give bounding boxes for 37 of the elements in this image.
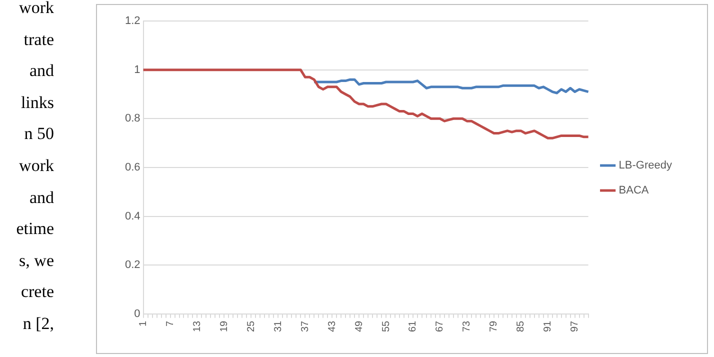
legend-label: LB-Greedy xyxy=(618,160,672,172)
x-tick-label: 31 xyxy=(272,320,284,332)
y-tick-label: 0.2 xyxy=(124,259,140,272)
x-tick-label: 19 xyxy=(218,320,230,332)
x-tick-label: 37 xyxy=(300,320,311,332)
x-tick-label: 79 xyxy=(488,320,500,332)
text: links xyxy=(20,92,54,114)
text: n 50 xyxy=(23,123,54,146)
y-tick-label: 0.6 xyxy=(124,161,140,174)
x-tick-label: 49 xyxy=(354,320,365,332)
text: work xyxy=(18,154,54,177)
y-tick-label: 1.2 xyxy=(124,15,140,28)
text: crete xyxy=(20,281,54,304)
x-tick-label: 67 xyxy=(434,320,446,332)
text: s, we xyxy=(18,250,54,272)
x-tick-label: 55 xyxy=(380,320,392,332)
y-tick-label: 0.8 xyxy=(124,112,140,125)
text: and xyxy=(28,60,54,82)
text: n [2, xyxy=(22,312,54,335)
x-tick-label: 1 xyxy=(138,320,150,326)
y-tick-label: 0.4 xyxy=(124,210,140,222)
x-tick-label: 97 xyxy=(570,320,581,332)
x-tick-label: 61 xyxy=(408,320,419,332)
x-tick-label: 73 xyxy=(462,320,473,332)
y-tick-label: 1 xyxy=(134,64,140,76)
x-tick-label: 13 xyxy=(192,320,203,332)
x-tick-label: 25 xyxy=(246,320,257,332)
y-tick-label: 0 xyxy=(134,308,140,320)
text: and xyxy=(28,186,54,209)
text: etime xyxy=(15,218,54,240)
legend-label: BACA xyxy=(618,184,650,197)
x-tick-label: 43 xyxy=(326,320,338,332)
text: work xyxy=(18,0,54,19)
x-tick-label: 91 xyxy=(542,320,554,332)
text: trate xyxy=(22,28,54,51)
x-tick-label: 7 xyxy=(165,320,176,326)
x-tick-label: 85 xyxy=(516,320,527,332)
